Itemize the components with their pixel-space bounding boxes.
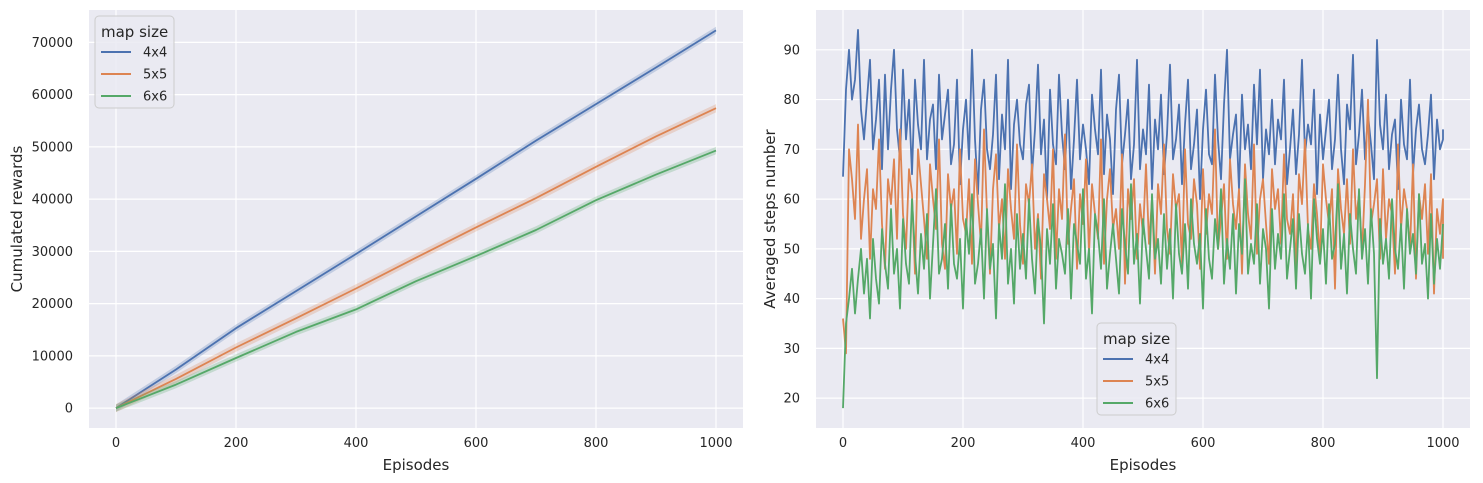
- y-tick-label: 50000: [32, 140, 73, 155]
- x-tick-label: 400: [344, 436, 369, 451]
- x-tick-label: 0: [839, 436, 847, 451]
- x-tick-label: 600: [1191, 436, 1216, 451]
- y-tick-label: 60: [783, 193, 800, 208]
- y-axis-label: Cumulated rewards: [8, 146, 26, 293]
- legend-box: [1096, 322, 1177, 416]
- y-tick-label: 80: [783, 93, 800, 108]
- series-line-6x6: [115, 149, 717, 409]
- y-tick-label: 60000: [32, 88, 73, 103]
- chart-panel-2: 0 200 400 600 800 1000 20 30 40 50 60 70 80 90 Episode…: [761, 10, 1470, 474]
- y-tick-label: 20000: [32, 297, 73, 312]
- series-line-6x6: [842, 178, 1444, 409]
- y-tick-label: 40: [783, 292, 800, 307]
- x-axis-label: Episodes: [1110, 456, 1177, 474]
- y-tick-label: 70: [783, 143, 800, 158]
- legend: map size 4x4 5x5 6x6: [94, 15, 175, 109]
- legend-label-5x5: 5x5: [1145, 375, 1169, 390]
- y-axis-label: Averaged steps number: [761, 128, 779, 308]
- series-line-4x4: [842, 29, 1444, 200]
- legend: map size 4x4 5x5 6x6: [1096, 322, 1177, 416]
- legend-title: map size: [1103, 330, 1170, 348]
- x-axis-label: Episodes: [383, 456, 450, 474]
- y-tick-label: 0: [65, 402, 73, 417]
- series-line-5x5: [115, 107, 717, 409]
- x-tick-label: 1000: [1426, 436, 1459, 451]
- x-tick-label: 800: [1311, 436, 1336, 451]
- legend-label-4x4: 4x4: [143, 46, 167, 61]
- legend-label-4x4: 4x4: [1145, 353, 1169, 368]
- y-tick-label: 50: [783, 242, 800, 257]
- y-tick-label: 30: [783, 342, 800, 357]
- series-line-5x5: [842, 98, 1444, 355]
- legend-title: map size: [101, 23, 168, 41]
- legend-label-5x5: 5x5: [143, 68, 167, 83]
- x-tick-label: 1000: [699, 436, 732, 451]
- plot-area: [89, 10, 743, 428]
- series-line-4x4: [115, 29, 717, 409]
- y-tick-label: 30000: [32, 245, 73, 260]
- x-tick-label: 800: [584, 436, 609, 451]
- x-tick-label: 0: [112, 436, 120, 451]
- y-tick-label: 40000: [32, 193, 73, 208]
- y-tick-label: 20: [783, 392, 800, 407]
- x-tick-label: 600: [464, 436, 489, 451]
- y-tick-label: 90: [783, 43, 800, 58]
- x-tick-label: 200: [224, 436, 249, 451]
- x-tick-label: 400: [1071, 436, 1096, 451]
- y-tick-label: 70000: [32, 36, 73, 51]
- y-tick-label: 10000: [32, 349, 73, 364]
- chart-panel-1: 0 200 400 600 800 100001000020000300004000050…: [8, 10, 743, 474]
- legend-box: [94, 15, 175, 109]
- legend-label-6x6: 6x6: [1145, 397, 1169, 412]
- x-tick-label: 200: [951, 436, 976, 451]
- legend-label-6x6: 6x6: [143, 90, 167, 105]
